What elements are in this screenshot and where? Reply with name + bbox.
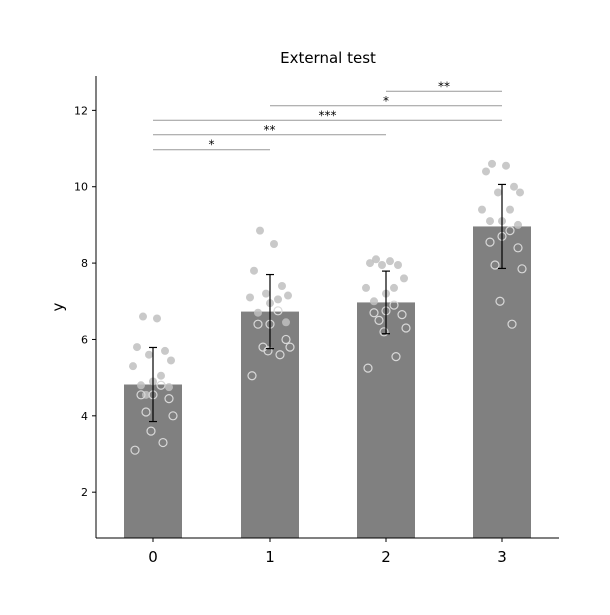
y-tick-label: 10	[74, 181, 88, 194]
data-point-filled	[256, 226, 264, 235]
data-point-open	[517, 264, 527, 274]
data-point-open	[389, 300, 399, 310]
data-point-filled	[153, 314, 161, 323]
data-point-filled	[506, 205, 514, 214]
chart-title: External test	[280, 49, 376, 67]
data-point-open	[158, 437, 168, 448]
data-point-open	[401, 323, 411, 333]
data-point-open	[505, 226, 515, 236]
bar-1	[241, 311, 299, 538]
data-point-open	[141, 407, 151, 417]
data-point-open	[374, 315, 384, 325]
data-point-open	[285, 342, 295, 352]
significance-label: ***	[319, 108, 337, 122]
data-point-open	[490, 260, 500, 270]
y-axis-label: y	[49, 302, 67, 311]
data-point-filled	[494, 188, 502, 197]
data-point-open	[263, 346, 273, 356]
significance-label: **	[264, 123, 276, 137]
error-bars-group	[149, 183, 506, 423]
data-point-open	[379, 327, 389, 337]
data-point-filled	[278, 282, 286, 290]
data-point-filled	[378, 261, 386, 269]
data-point-filled	[394, 261, 402, 269]
data-point-open	[281, 334, 291, 345]
x-tick-label: 0	[148, 548, 158, 566]
data-point-filled	[488, 159, 496, 168]
data-point-filled	[366, 259, 374, 268]
data-point-filled	[129, 362, 137, 371]
bars-group	[124, 226, 531, 538]
data-point-filled	[274, 295, 282, 304]
x-tick-label: 1	[265, 548, 275, 566]
y-tick-label: 12	[74, 104, 88, 117]
x-tick-label: 2	[381, 548, 391, 566]
data-point-filled	[486, 217, 494, 226]
significance-label: *	[383, 94, 389, 108]
data-point-filled	[514, 220, 522, 229]
data-point-filled	[270, 240, 278, 248]
data-point-filled	[161, 346, 169, 355]
data-point-filled	[502, 161, 510, 170]
data-point-filled	[145, 350, 153, 359]
data-point-filled	[133, 343, 141, 352]
data-point-filled	[157, 371, 165, 380]
data-point-filled	[478, 205, 486, 214]
data-point-filled	[282, 318, 290, 327]
significance-label: **	[438, 79, 450, 93]
data-point-filled	[482, 167, 490, 176]
x-tick-label: 3	[497, 548, 507, 566]
data-point-filled	[372, 255, 380, 264]
data-point-filled	[165, 383, 173, 392]
data-point-filled	[250, 266, 258, 275]
data-point-open	[495, 296, 505, 306]
data-point-filled	[390, 283, 398, 292]
data-point-filled	[254, 308, 262, 317]
data-point-filled	[139, 312, 147, 321]
y-tick-label: 4	[81, 410, 88, 423]
significance-group: *********	[153, 79, 502, 152]
data-point-filled	[362, 283, 370, 292]
data-point-open	[369, 308, 379, 318]
data-point-open	[275, 350, 285, 360]
data-point-open	[253, 319, 263, 329]
data-point-filled	[370, 297, 378, 306]
y-tick-label: 2	[81, 486, 88, 499]
data-point-open	[485, 237, 495, 247]
data-point-filled	[284, 291, 292, 300]
bar-2	[357, 302, 415, 538]
data-point-filled	[246, 293, 254, 302]
data-point-filled	[137, 381, 145, 390]
points-group	[129, 159, 527, 455]
data-point-open	[507, 319, 517, 329]
data-point-open	[513, 243, 523, 253]
data-point-open	[146, 426, 156, 436]
data-point-open	[136, 390, 146, 400]
y-tick-label: 6	[81, 333, 88, 346]
data-point-filled	[400, 274, 408, 283]
data-point-open	[130, 445, 140, 455]
data-point-open	[391, 352, 401, 362]
data-point-open	[156, 380, 166, 390]
data-point-filled	[386, 257, 394, 266]
bar-3	[473, 226, 531, 538]
data-point-open	[273, 306, 283, 316]
data-point-open	[363, 363, 373, 373]
significance-label: *	[209, 138, 215, 152]
data-point-filled	[167, 356, 175, 365]
data-point-open	[168, 411, 178, 421]
data-point-open	[247, 371, 257, 381]
data-point-filled	[262, 289, 270, 298]
data-point-filled	[516, 188, 524, 197]
data-point-filled	[510, 182, 518, 191]
data-point-open	[164, 394, 174, 404]
data-point-open	[397, 310, 407, 320]
y-tick-label: 8	[81, 257, 88, 270]
